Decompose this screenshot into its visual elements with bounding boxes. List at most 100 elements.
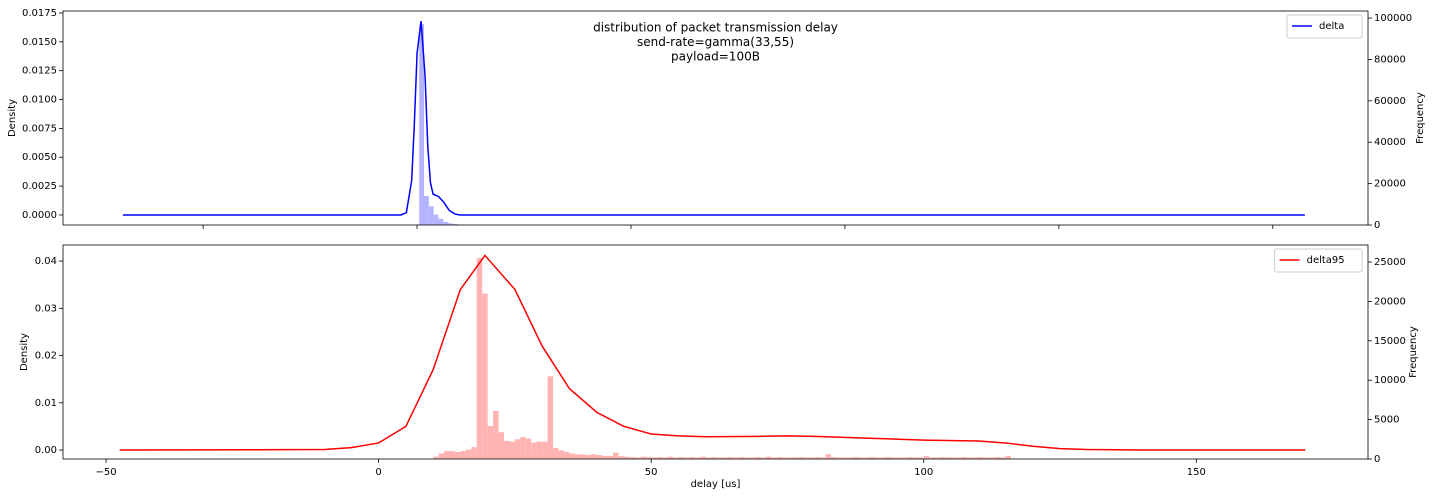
histogram-bar <box>678 457 684 459</box>
y2-tick-label: 0 <box>1374 454 1380 465</box>
histogram-bar <box>471 447 477 459</box>
histogram-bar <box>563 451 570 459</box>
histogram-bar <box>722 457 728 459</box>
histogram-bar <box>424 196 429 225</box>
histogram-bar <box>1005 455 1011 459</box>
histogram-bar <box>520 436 526 459</box>
histogram-bar <box>787 457 793 459</box>
histogram-bar <box>782 457 788 459</box>
histogram-bar <box>444 451 450 459</box>
histogram-bar <box>950 457 957 459</box>
histogram-bar <box>542 441 548 459</box>
y-tick-label: 0.0050 <box>22 152 57 163</box>
y2-tick-label: 10000 <box>1374 375 1406 386</box>
histogram-bar <box>983 457 990 459</box>
histogram-bar <box>874 457 881 459</box>
histogram-bar <box>934 457 941 459</box>
y-tick-label: 0.03 <box>35 303 57 314</box>
y2-axis-label: Frequency <box>1415 92 1426 144</box>
histogram-bar <box>574 454 581 459</box>
histogram-bar <box>428 206 434 225</box>
histogram-bar <box>792 457 799 459</box>
axes-frame <box>62 10 1369 226</box>
histogram-bar <box>585 455 592 459</box>
histogram-bar <box>776 457 783 459</box>
y-tick-label: 0.0025 <box>22 181 57 192</box>
chart-title: send-rate=gamma(33,55) <box>637 35 794 49</box>
histogram-bar <box>536 441 543 459</box>
histogram-bar <box>514 439 521 459</box>
histogram-bar <box>972 457 979 459</box>
y2-tick-label: 0 <box>1374 220 1380 231</box>
histogram-bar <box>929 457 935 459</box>
histogram-bar <box>798 457 804 459</box>
y-tick-label: 0.0100 <box>22 95 57 106</box>
y-tick-label: 0.00 <box>35 445 57 456</box>
histogram-bar <box>531 442 537 459</box>
histogram-bar <box>689 457 695 459</box>
density-line <box>119 254 1306 451</box>
y-axis-label: Density <box>7 99 18 137</box>
histogram-bar <box>656 457 663 459</box>
histogram-bar <box>869 457 875 459</box>
legend-label: delta <box>1319 21 1344 32</box>
x-tick-label: 0 <box>375 467 381 478</box>
chart-title: distribution of packet transmission dela… <box>593 21 838 35</box>
x-tick-label: −50 <box>96 467 117 478</box>
histogram-bar <box>711 457 717 459</box>
histogram-bar <box>1000 457 1006 459</box>
histogram-bar <box>738 457 744 459</box>
histogram-bar <box>847 457 853 459</box>
chart-title: payload=100B <box>671 50 760 64</box>
histogram-bar <box>765 456 772 459</box>
histogram-bar <box>448 223 453 225</box>
y2-tick-label: 15000 <box>1374 336 1406 347</box>
histogram-bar <box>705 457 712 459</box>
histogram-bar <box>607 455 614 459</box>
histogram-bar <box>662 457 668 459</box>
y-tick-label: 0.0150 <box>22 37 57 48</box>
histogram-bar <box>438 453 445 459</box>
histogram-bar <box>623 456 630 459</box>
x-axis-label: delay [us] <box>691 479 741 490</box>
histogram-bar <box>836 457 842 459</box>
histogram-bar <box>907 457 913 459</box>
histogram-bar <box>613 452 619 459</box>
y2-tick-label: 20000 <box>1374 179 1406 190</box>
histogram-bar <box>771 457 777 459</box>
histogram-bar <box>493 410 499 459</box>
x-tick-label: 100 <box>914 467 933 478</box>
histogram-bar <box>683 457 690 459</box>
histogram-bar <box>891 457 897 459</box>
histogram-bar <box>558 450 564 459</box>
histogram-bar <box>880 457 886 459</box>
histogram-bar <box>547 376 554 459</box>
histogram-bar <box>743 457 750 459</box>
histogram-bar <box>727 457 733 459</box>
y2-tick-label: 80000 <box>1374 54 1406 65</box>
histogram-bar <box>918 457 924 459</box>
y-tick-label: 0.0175 <box>22 8 57 19</box>
histogram-bar <box>503 440 510 459</box>
histogram-bar <box>945 457 951 459</box>
histogram-bar <box>994 457 1001 459</box>
histogram-bar <box>940 457 946 459</box>
histogram-bar <box>732 457 739 459</box>
histogram-bar <box>923 455 930 459</box>
histogram-bar <box>498 432 504 459</box>
histogram-bar <box>901 457 908 459</box>
histogram-bar <box>569 453 575 459</box>
histogram-bar <box>896 457 902 459</box>
histogram-bar <box>803 457 810 459</box>
y2-tick-label: 20000 <box>1374 296 1406 307</box>
histogram-bar <box>858 457 864 459</box>
histogram-bar <box>452 224 458 225</box>
axes-frame <box>62 244 1369 460</box>
histogram-bar <box>672 457 679 459</box>
legend: delta <box>1286 14 1363 39</box>
histogram-bar <box>482 293 488 459</box>
histogram-bar <box>841 457 848 459</box>
histogram-bar <box>476 258 483 459</box>
histogram-bar <box>640 456 646 459</box>
density-line <box>122 20 1305 216</box>
